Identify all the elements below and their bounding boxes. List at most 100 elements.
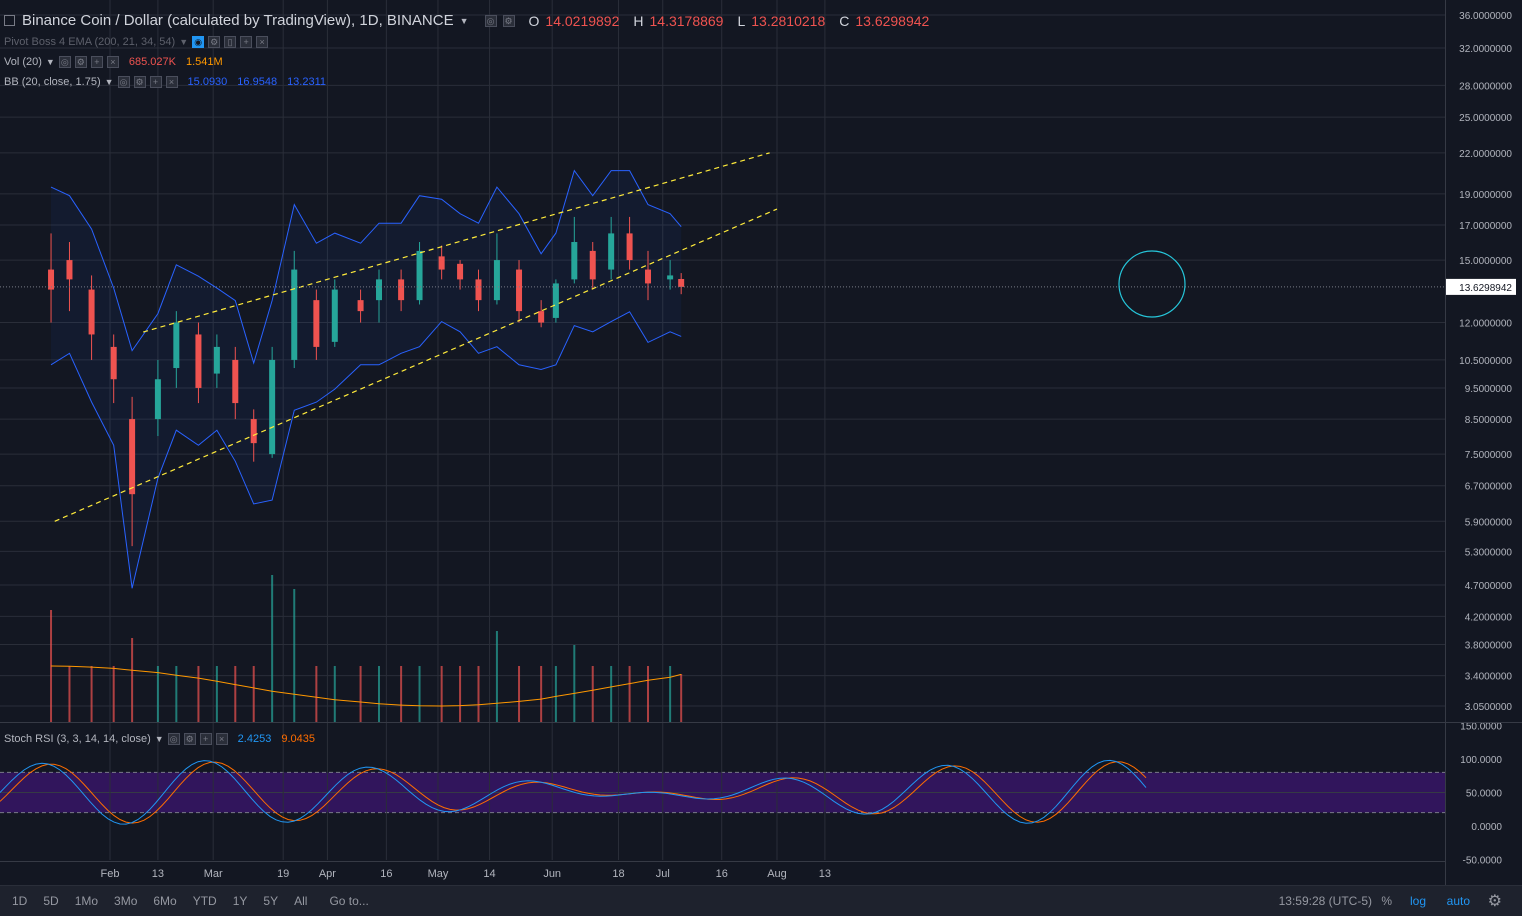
price-axis-label: 3.4000000 [1465, 672, 1513, 683]
volume-bar [90, 666, 93, 722]
eye-icon[interactable]: ◎ [58, 56, 71, 68]
range-5d[interactable]: 5D [43, 894, 59, 908]
chart-title[interactable]: Binance Coin / Dollar (calculated by Tra… [22, 12, 454, 29]
volume-bar [175, 666, 178, 722]
price-chart[interactable]: Feb 13 Mar 19 Apr 16 May 14 Jun 18 Jul 16 Aug 13 36.00… [0, 0, 1522, 885]
format-icon[interactable]: ▯ [224, 36, 237, 48]
range-6mo[interactable]: 6Mo [153, 894, 177, 908]
price-axis-label: 22.0000000 [1459, 149, 1512, 160]
stoch-k-value: 2.4253 [237, 733, 272, 745]
volume-bar [333, 666, 336, 722]
candle-body [357, 300, 364, 312]
eye-icon[interactable]: ◎ [484, 14, 497, 27]
volume-bar [400, 666, 403, 722]
candle-body [48, 269, 55, 290]
collapse-legend-button[interactable] [4, 15, 15, 26]
price-axis-label: 28.0000000 [1459, 81, 1512, 92]
close-icon[interactable]: × [256, 36, 269, 48]
candle-body [645, 269, 652, 284]
gear-icon[interactable]: ⚙ [1487, 893, 1502, 910]
volume-bar [68, 666, 71, 722]
price-axis-label: 32.0000000 [1459, 44, 1512, 55]
candle-body [331, 289, 338, 342]
range-1d[interactable]: 1D [12, 894, 28, 908]
bb-upper-line [50, 169, 682, 365]
candle-body [110, 346, 117, 380]
symbol-menu-arrow-icon[interactable]: ▼ [459, 15, 469, 26]
price-axis-label: 6.7000000 [1465, 482, 1513, 493]
chevron-down-icon[interactable]: ▼ [179, 37, 189, 47]
indicator-stoch-rsi[interactable]: Stoch RSI (3, 3, 14, 14, close) ▼ ◎ ⚙ + … [4, 733, 315, 745]
volume-bar [315, 666, 318, 722]
volume-ma-line [50, 665, 682, 707]
add-icon[interactable]: + [199, 733, 212, 745]
volume-bar [234, 666, 237, 722]
eye-icon[interactable]: ◉ [192, 36, 205, 48]
time-axis-label: 18 [612, 868, 624, 880]
settings-icon[interactable]: ⚙ [133, 76, 146, 88]
range-5y[interactable]: 5Y [263, 894, 279, 908]
percent-scale-button[interactable]: % [1381, 894, 1392, 908]
close-icon[interactable]: × [215, 733, 228, 745]
range-3mo[interactable]: 3Mo [114, 894, 138, 908]
chevron-down-icon[interactable]: ▼ [154, 734, 164, 744]
volume-bar [610, 666, 613, 722]
candle-body [129, 419, 136, 495]
log-scale-button[interactable]: log [1409, 894, 1426, 908]
volume-bar [554, 666, 557, 722]
auto-scale-button[interactable]: auto [1446, 894, 1470, 908]
close-icon[interactable]: × [106, 56, 119, 68]
indicator-pivot-boss[interactable]: Pivot Boss 4 EMA (200, 21, 34, 54) ▼ ◉ ⚙… [4, 36, 269, 48]
settings-icon[interactable]: ⚙ [183, 733, 196, 745]
bb-lower-line [50, 311, 682, 589]
time-axis-label: 16 [716, 868, 728, 880]
price-axis-label: 3.0500000 [1465, 702, 1513, 713]
volume-bar [156, 666, 159, 722]
range-1y[interactable]: 1Y [232, 894, 248, 908]
candle-body [552, 283, 559, 318]
settings-icon[interactable]: ⚙ [74, 56, 87, 68]
price-axis-label: 5.9000000 [1465, 517, 1513, 528]
range-all[interactable]: All [294, 894, 308, 908]
price-axis-label: 5.3000000 [1465, 547, 1513, 558]
candle-body [154, 379, 161, 420]
time-axis-label: 19 [277, 868, 289, 880]
candle-body [626, 233, 633, 261]
close-icon[interactable]: × [165, 76, 178, 88]
high-label: H [633, 12, 644, 29]
time-axis-label: Feb [101, 868, 120, 880]
indicator-name: Stoch RSI (3, 3, 14, 14, close) [4, 733, 151, 745]
add-icon[interactable]: + [90, 56, 103, 68]
stoch-d-line [0, 761, 1147, 824]
open-value: 14.0219892 [545, 12, 620, 29]
add-icon[interactable]: + [149, 76, 162, 88]
eye-icon[interactable]: ◎ [167, 733, 180, 745]
range-1mo[interactable]: 1Mo [74, 894, 99, 908]
clock-timezone[interactable]: 13:59:28 (UTC-5) [1278, 894, 1372, 908]
volume-bar [378, 666, 381, 722]
volume-bar [418, 666, 421, 722]
candle-body [213, 346, 220, 374]
add-icon[interactable]: + [240, 36, 253, 48]
settings-icon[interactable]: ⚙ [502, 14, 515, 27]
volume-bar [252, 666, 255, 722]
volume-bar [540, 666, 543, 722]
candle-body [493, 260, 500, 301]
time-axis-label: 16 [380, 868, 392, 880]
candle-body [195, 334, 202, 388]
time-axis-label: Jun [543, 868, 561, 880]
highlight-circle [1118, 250, 1186, 318]
range-ytd[interactable]: YTD [192, 894, 217, 908]
time-axis-label: Jul [656, 868, 670, 880]
chevron-down-icon[interactable]: ▼ [104, 77, 114, 87]
settings-icon[interactable]: ⚙ [208, 36, 221, 48]
indicator-bollinger[interactable]: BB (20, close, 1.75) ▼ ◎ ⚙ + × 15.0930 1… [4, 76, 326, 88]
eye-icon[interactable]: ◎ [117, 76, 130, 88]
bb-basis-value: 15.0930 [187, 76, 228, 88]
candle-body [667, 275, 674, 280]
indicator-volume[interactable]: Vol (20) ▼ ◎ ⚙ + × 685.027K 1.541M [4, 56, 223, 68]
goto-button[interactable]: Go to... [329, 894, 369, 908]
chevron-down-icon[interactable]: ▼ [45, 57, 55, 67]
volume-bar [495, 631, 498, 722]
candle-body [313, 300, 320, 347]
